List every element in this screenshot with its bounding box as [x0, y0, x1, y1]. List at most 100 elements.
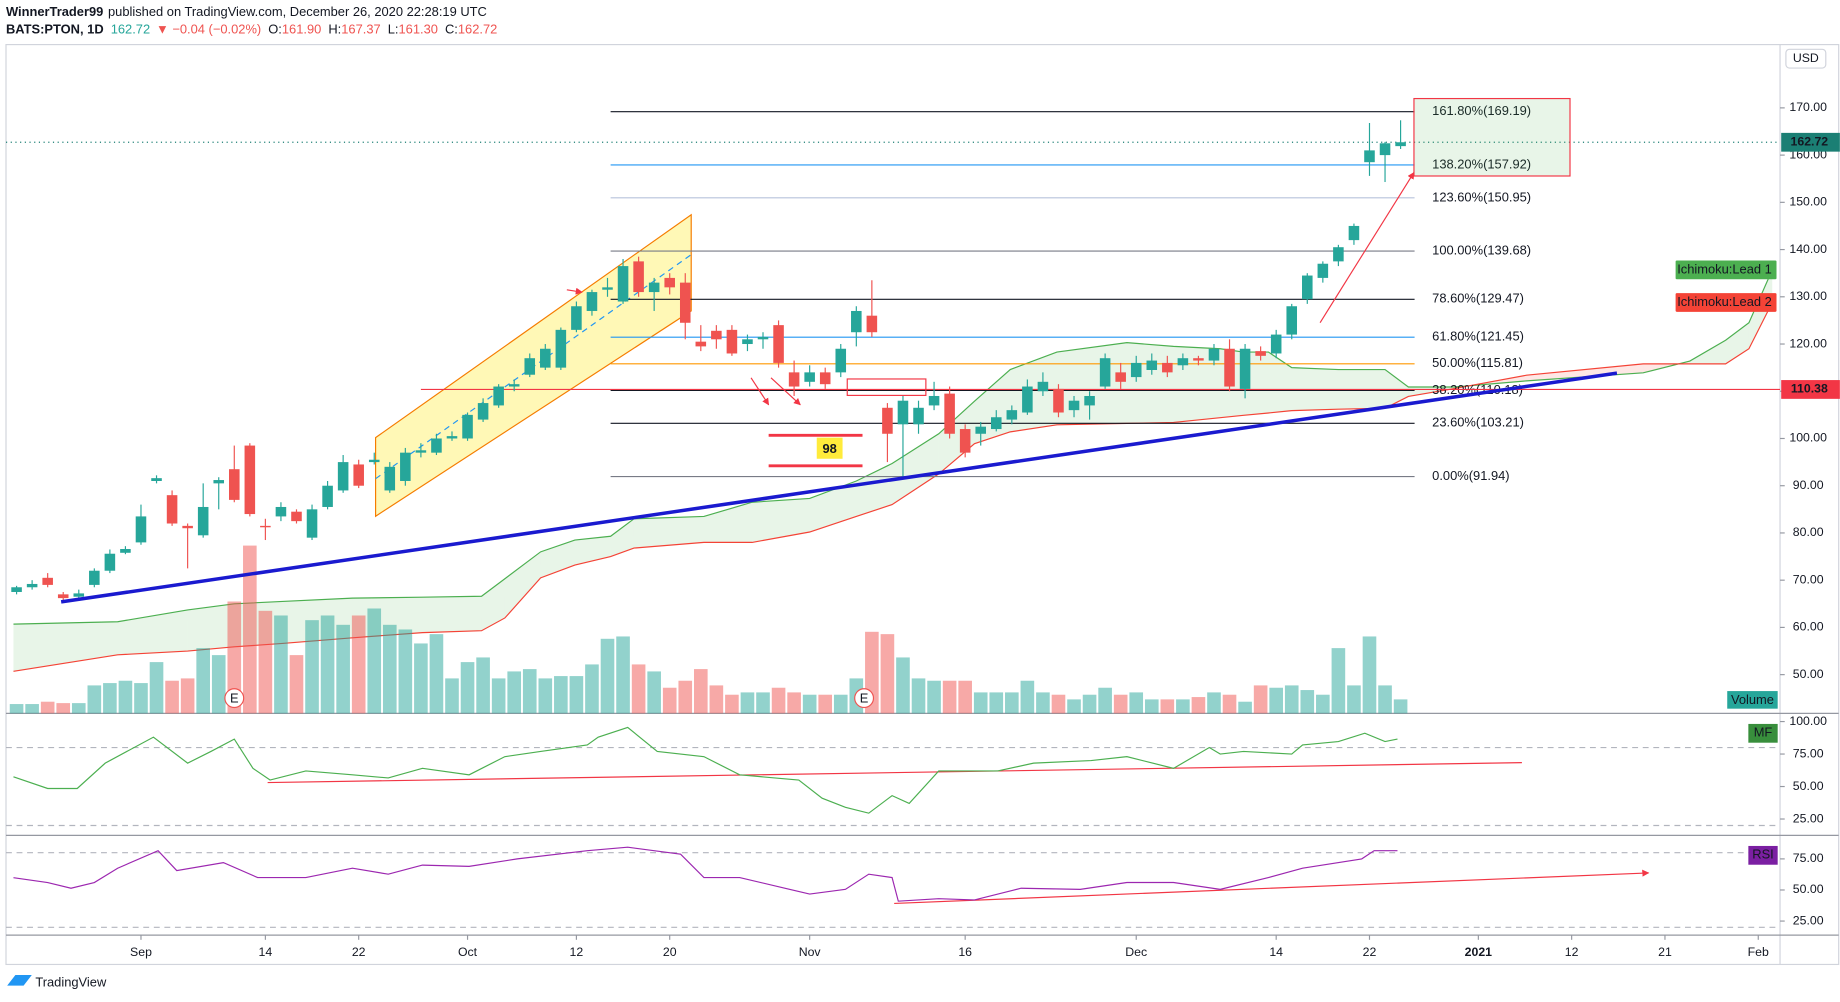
candle-body — [431, 438, 442, 453]
x-tick-label: Nov — [799, 945, 822, 959]
volume-bar — [1362, 636, 1377, 714]
indicator-tag — [1748, 723, 1778, 743]
ohlc-key: O: — [268, 22, 282, 37]
cloud-fill — [892, 433, 939, 505]
published: published on TradingView.com, December 2… — [108, 4, 487, 19]
candle-body — [1146, 360, 1158, 371]
x-tick-label: Sep — [130, 945, 152, 959]
volume-bar — [1144, 699, 1159, 714]
candle-body — [368, 459, 380, 463]
y-tick-label: 150.00 — [1789, 195, 1827, 209]
volume-bar — [725, 694, 739, 714]
indicator-tag-label: RSI — [1752, 847, 1773, 862]
y-tick-label: 170.00 — [1789, 100, 1827, 114]
candle-body — [1115, 372, 1126, 382]
volume-bar — [320, 615, 335, 714]
volume-bar — [274, 615, 288, 714]
cloud-fill — [574, 536, 611, 566]
volume-bar — [927, 680, 941, 714]
candle-body — [819, 372, 831, 385]
candle-body — [151, 478, 162, 481]
ohlc-value: 167.37 — [341, 22, 380, 37]
volume-bar — [1191, 697, 1206, 714]
volume-tag-label: Volume — [1731, 692, 1774, 707]
y-tick-label: 50.00 — [1793, 779, 1824, 793]
candle-body — [866, 315, 878, 333]
candle-body — [337, 462, 349, 491]
volume-bar — [600, 638, 615, 714]
volume-bar — [973, 692, 988, 714]
logo — [7, 975, 32, 986]
indicator-tag-label: MF — [1754, 725, 1773, 740]
volume-bar — [103, 683, 117, 714]
volume-bar — [398, 629, 413, 714]
volume-bar — [460, 662, 475, 714]
candle-body — [1162, 362, 1173, 373]
x-tick-label: 22 — [352, 945, 366, 959]
ohlc-key: L: — [388, 22, 399, 37]
y-tick-label: 100.00 — [1789, 714, 1827, 728]
volume-bar — [833, 694, 848, 714]
volume-bar — [554, 676, 568, 714]
y-tick-label: 50.00 — [1793, 882, 1824, 896]
volume-bar — [9, 704, 24, 714]
volume-bar — [25, 704, 39, 714]
ohlc-key: C: — [445, 22, 458, 37]
volume-bar — [258, 610, 273, 714]
x-tick-label: Dec — [1125, 945, 1147, 959]
y-tick-label: 70.00 — [1793, 572, 1824, 586]
volume-bar — [476, 657, 490, 714]
volume-bar — [289, 655, 304, 714]
volume-bar — [351, 615, 366, 714]
header-line: WinnerTrader99 published on TradingView.c… — [6, 4, 487, 19]
candle-body — [897, 400, 909, 425]
candle-body — [26, 583, 38, 588]
earnings-marker — [854, 688, 875, 709]
volume-bar — [1160, 699, 1175, 714]
candle-body — [602, 287, 613, 290]
cloud-fill — [809, 480, 857, 533]
candle-body — [540, 348, 551, 368]
candle-body — [1208, 348, 1220, 361]
y-tick-label: 80.00 — [1793, 525, 1824, 539]
arrow — [770, 377, 801, 406]
indicator-line — [13, 726, 1398, 814]
arrow — [1319, 171, 1415, 323]
candle-body — [959, 429, 971, 453]
candle-body — [213, 480, 225, 484]
series-tag — [1675, 260, 1777, 280]
candle-body — [1379, 143, 1391, 156]
x-tick-label: 2021 — [1465, 945, 1493, 959]
volume-bar — [989, 692, 1004, 714]
candle-body — [804, 372, 815, 382]
volume-bar — [429, 634, 444, 714]
candle-body — [275, 506, 287, 517]
candle-body — [244, 445, 256, 515]
y-tick-label: 60.00 — [1793, 620, 1824, 634]
candle-body — [679, 282, 691, 323]
ohlc-value: 161.90 — [282, 22, 321, 37]
candle-body — [384, 466, 396, 491]
candle-body — [508, 384, 520, 387]
candle-body — [1084, 395, 1095, 406]
volume-bar — [445, 678, 459, 714]
volume-bar — [1005, 692, 1019, 714]
x-tick-label: Feb — [1748, 945, 1769, 959]
y-tick-label: 25.00 — [1793, 811, 1824, 825]
candle-body — [462, 414, 473, 439]
ohlc-key: H: — [328, 22, 341, 37]
candle-body — [1333, 247, 1344, 262]
author: WinnerTrader99 — [6, 4, 103, 19]
drawings-over: 98 — [60, 97, 1650, 905]
candle-body — [757, 336, 769, 340]
y-tick-label: 90.00 — [1793, 478, 1824, 492]
series-tag-label: Ichimoku:Lead 2 — [1677, 294, 1772, 309]
x-tick-label: 20 — [663, 945, 677, 959]
series-tag-label: Ichimoku:Lead 1 — [1677, 261, 1772, 276]
candle-body — [788, 372, 800, 387]
volume-bar — [196, 648, 210, 714]
cloud-fill — [1126, 342, 1174, 424]
cloud-fill — [1725, 322, 1749, 364]
